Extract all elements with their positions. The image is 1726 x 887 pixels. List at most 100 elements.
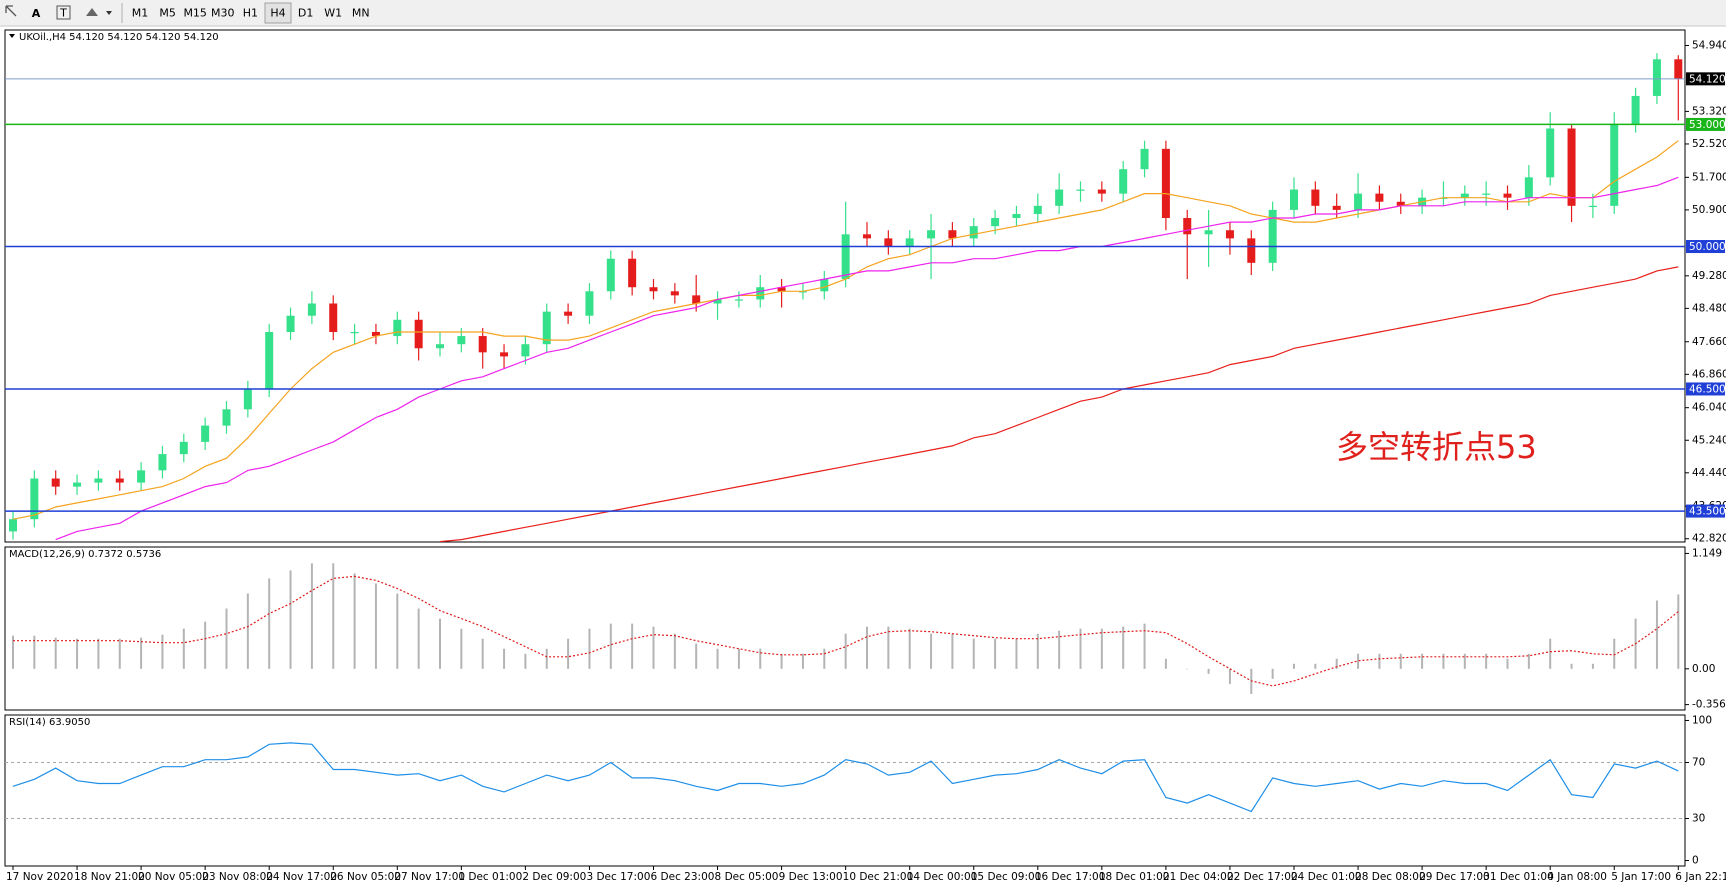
macd-histogram-bar xyxy=(54,637,57,669)
candle-body xyxy=(1375,193,1384,202)
timeframe-button[interactable]: W1 xyxy=(324,7,342,20)
candle-body xyxy=(286,315,295,332)
macd-histogram-bar xyxy=(1378,653,1381,669)
cursor-tool[interactable] xyxy=(5,5,17,17)
x-tick-label: 24 Dec 01:00 xyxy=(1291,871,1362,883)
macd-histogram-bar xyxy=(439,618,441,669)
y-tick-label: 42.820 xyxy=(1692,533,1726,545)
candle-body xyxy=(1631,95,1640,125)
candle-body xyxy=(1076,189,1085,191)
timeframe-button-bg xyxy=(127,3,153,23)
x-tick-label: 22 Dec 17:00 xyxy=(1227,871,1298,883)
macd-histogram-bar xyxy=(951,633,954,669)
candle-body xyxy=(1225,230,1234,239)
macd-histogram-bar xyxy=(289,570,292,669)
x-tick-label: 4 Jan 08:00 xyxy=(1547,871,1607,883)
y-tick-label: 1.149 xyxy=(1692,547,1722,559)
candle-body xyxy=(51,478,60,487)
macd-histogram-bar xyxy=(33,635,36,669)
macd-histogram-bar xyxy=(759,648,762,669)
macd-histogram-bar xyxy=(1463,653,1466,669)
annotation: 多空转折点53 xyxy=(1336,428,1537,466)
macd-histogram-bar xyxy=(503,648,506,669)
timeframe-button[interactable]: D1 xyxy=(298,7,313,20)
candle-body xyxy=(1674,59,1683,79)
candle-body xyxy=(73,482,82,487)
y-tick-label: 30 xyxy=(1692,813,1705,825)
y-tick-label: 53.320 xyxy=(1692,105,1726,117)
macd-histogram-bar xyxy=(140,637,143,669)
macd-histogram-bar xyxy=(417,608,420,669)
level-label-box xyxy=(1686,117,1725,131)
candle-body xyxy=(1332,205,1341,210)
panel-frame xyxy=(4,29,1686,543)
macd-histogram-bar xyxy=(374,583,377,669)
x-tick-label: 23 Nov 08:00 xyxy=(202,871,273,883)
macd-histogram-bar xyxy=(268,578,271,669)
timeframe-button[interactable]: M5 xyxy=(159,7,176,20)
candle-body xyxy=(94,478,103,483)
candle-body xyxy=(1140,148,1149,170)
candle-body xyxy=(1033,205,1042,214)
candle-body xyxy=(1482,193,1491,195)
macd-histogram-bar xyxy=(1122,626,1125,669)
candle-body xyxy=(1204,230,1213,235)
candle-body xyxy=(350,331,359,334)
macd-histogram-bar xyxy=(396,593,399,669)
macd-histogram-bar xyxy=(737,648,740,669)
timeframe-button[interactable]: H4 xyxy=(270,7,285,20)
x-tick-label: 28 Dec 08:00 xyxy=(1355,871,1426,883)
candle-body xyxy=(179,441,188,455)
x-tick-label: 1 Dec 01:00 xyxy=(458,871,522,883)
macd-histogram-bar xyxy=(716,648,719,669)
timeframe-button[interactable]: M15 xyxy=(183,7,207,20)
candle-body xyxy=(1055,189,1064,206)
x-tick-label: 6 Dec 23:00 xyxy=(651,871,715,883)
candle-body xyxy=(1503,193,1512,198)
macd-histogram-bar xyxy=(481,638,484,669)
macd-histogram-bar xyxy=(545,648,548,669)
panel-frame xyxy=(4,546,1686,711)
text-tool[interactable]: A xyxy=(32,7,41,20)
macd-histogram-bar xyxy=(823,648,826,669)
macd-histogram-bar xyxy=(1164,658,1167,669)
x-tick-label: 5 Jan 17:00 xyxy=(1611,871,1671,883)
x-tick-label: 9 Dec 13:00 xyxy=(779,871,843,883)
macd-histogram-bar xyxy=(161,634,164,669)
label-tool[interactable]: T xyxy=(59,7,67,20)
macd-histogram-bar xyxy=(97,638,100,669)
candle-body xyxy=(1290,189,1298,210)
macd-histogram-bar xyxy=(332,563,335,669)
x-tick-label: 27 Nov 17:00 xyxy=(394,871,465,883)
candle-body xyxy=(863,234,871,239)
candle-body xyxy=(500,352,509,357)
level-label: 46.500 xyxy=(1689,383,1726,395)
x-tick-label: 16 Dec 17:00 xyxy=(1035,871,1106,883)
candle-body xyxy=(1460,193,1469,198)
macd-signal-line xyxy=(13,575,1679,687)
candle-body xyxy=(991,218,1000,227)
macd-histogram-bar xyxy=(1549,638,1552,669)
title-arrow xyxy=(9,34,15,38)
timeframe-button[interactable]: M1 xyxy=(132,7,149,20)
tool-icon xyxy=(86,8,98,16)
candle-body xyxy=(1652,59,1661,96)
macd-histogram-bar xyxy=(887,626,890,669)
timeframe-button[interactable]: H1 xyxy=(243,7,258,20)
macd-histogram-bar xyxy=(1293,663,1295,669)
x-tick-label: 10 Dec 21:00 xyxy=(843,871,914,883)
macd-histogram-bar xyxy=(460,628,463,669)
macd-histogram-bar xyxy=(1357,653,1360,669)
timeframe-bar: M1 M5 M15 M30 H1 H4 D1 W1 MN xyxy=(127,2,374,24)
macd-histogram-bar xyxy=(994,638,997,669)
candle-body xyxy=(756,287,765,300)
shapes-tool[interactable] xyxy=(86,8,112,16)
candle-body xyxy=(478,336,487,353)
candle-body xyxy=(222,409,231,426)
candle-body xyxy=(820,279,829,292)
timeframe-button[interactable]: MN xyxy=(352,7,370,20)
candle-body xyxy=(9,519,17,532)
timeframe-button[interactable]: M30 xyxy=(211,7,235,20)
candle-body xyxy=(115,478,124,483)
